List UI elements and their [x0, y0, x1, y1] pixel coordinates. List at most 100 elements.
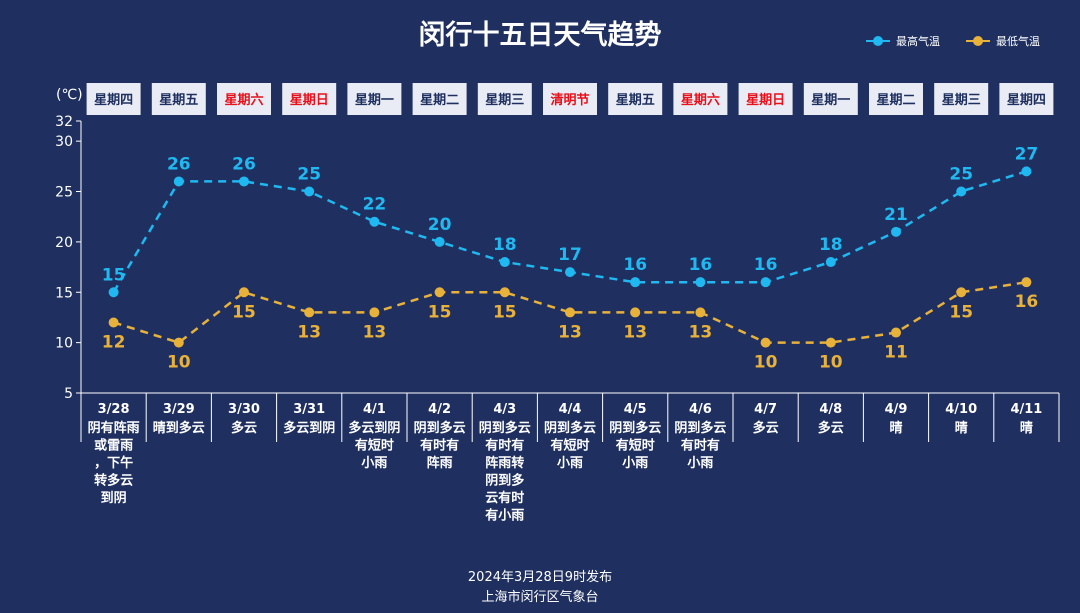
weather-description: 阵雨: [427, 455, 453, 471]
weekday-label: 星期五: [616, 93, 655, 108]
x-tick-label: 4/6: [689, 402, 712, 417]
weekday-label: 星期日: [746, 93, 785, 108]
data-label-0: 20: [428, 215, 452, 235]
y-tick-label: 25: [55, 185, 73, 201]
weather-description: 阴有阵雨: [88, 420, 140, 436]
data-point-1: [434, 287, 445, 298]
data-point-1: [956, 287, 967, 298]
x-tick-label: 4/5: [624, 402, 647, 417]
weekday-box: [673, 83, 728, 115]
x-tick-label: 3/29: [163, 402, 195, 417]
data-label-0: 18: [493, 235, 517, 255]
data-point-1: [304, 307, 315, 318]
data-point-1: [173, 337, 184, 348]
chart-title: 闵行十五日天气趋势: [419, 19, 662, 51]
weather-description: 云有时: [485, 490, 524, 506]
weekday-box: [86, 83, 141, 115]
weekday-label: 清明节: [550, 92, 589, 108]
data-label-1: 13: [558, 322, 582, 342]
data-label-1: 10: [754, 353, 778, 373]
publish-time: 2024年3月28日9时发布: [467, 570, 613, 585]
weekday-box: [477, 83, 532, 115]
data-label-0: 15: [102, 265, 126, 285]
weekday-label: 星期日: [290, 93, 329, 108]
data-point-1: [760, 337, 771, 348]
y-tick-label: 15: [55, 285, 73, 301]
weather-description: 多云: [753, 420, 779, 436]
data-label-0: 22: [363, 195, 387, 215]
weather-description: 多云到阴: [348, 420, 400, 436]
chart-svg: 闵行十五日天气趋势 最高气温 最低气温 (℃) 星期四 星期五 星期六 星期日 星期一 星期二 星期…: [55, 19, 1060, 524]
weekday-box: [869, 83, 923, 115]
weather-description: 小雨: [622, 456, 648, 471]
weather-description: 阴到多云: [479, 420, 531, 436]
weekday-box: [217, 83, 271, 115]
data-point-0: [304, 186, 315, 197]
weather-description: 阴到多云: [544, 420, 596, 436]
weather-description: 多云: [818, 420, 844, 436]
data-label-0: 18: [819, 235, 843, 255]
weekday-label: 星期六: [224, 92, 263, 108]
weekday-label: 星期一: [355, 93, 394, 108]
weekday-label: 星期三: [942, 93, 981, 108]
x-tick-label: 4/9: [885, 402, 908, 417]
y-tick-label: 10: [55, 336, 73, 352]
weather-description: 多云到阴: [283, 420, 335, 436]
weather-description: 小雨: [557, 456, 583, 471]
weekday-box: [347, 83, 402, 115]
data-point-0: [630, 277, 641, 288]
weather-description: 晴: [1020, 420, 1033, 436]
data-label-1: 13: [623, 322, 647, 342]
x-tick-label: 4/3: [493, 402, 516, 417]
x-tick-label: 4/10: [945, 402, 977, 417]
weather-description: 或雷雨: [94, 438, 133, 454]
data-point-1: [499, 287, 510, 298]
weather-description: 到阴: [101, 491, 127, 506]
data-label-0: 25: [297, 165, 321, 185]
data-label-0: 26: [167, 154, 191, 174]
data-label-1: 13: [689, 322, 713, 342]
data-label-0: 17: [558, 245, 582, 265]
weekday-box: [803, 83, 858, 115]
weather-description: 小雨: [361, 456, 387, 471]
data-point-0: [891, 226, 901, 237]
weekday-box: [934, 83, 989, 115]
y-tick-label: 32: [55, 114, 73, 130]
y-tick-label: 20: [55, 235, 73, 251]
series-line-1: [113, 280, 1027, 344]
weekday-box: [151, 83, 206, 115]
data-label-0: 27: [1015, 144, 1039, 164]
data-point-0: [499, 257, 510, 268]
weekday-box: [412, 83, 467, 115]
data-label-1: 15: [232, 302, 256, 322]
data-label-0: 16: [689, 255, 713, 275]
weekday-label: 星期五: [159, 93, 198, 108]
data-label-1: 15: [949, 302, 973, 322]
data-point-0: [956, 186, 967, 197]
weather-description: 小雨: [687, 456, 713, 471]
data-point-1: [108, 317, 119, 328]
data-label-1: 11: [884, 343, 908, 363]
legend-label-0: 最高气温: [896, 34, 940, 48]
x-tick-label: 4/2: [428, 402, 451, 417]
data-point-1: [695, 307, 706, 318]
data-point-0: [239, 176, 249, 187]
weather-description: 有短时: [550, 438, 589, 454]
data-point-1: [239, 287, 249, 298]
data-label-0: 26: [232, 154, 256, 174]
weekday-label: 星期二: [876, 93, 915, 108]
weekday-box: [999, 83, 1054, 115]
weekday-box: [543, 83, 597, 115]
weather-description: 有小雨: [485, 508, 524, 524]
weekday-label: 星期三: [485, 93, 524, 108]
legend-marker-1: [973, 36, 983, 46]
weather-description: 阴到多云: [609, 420, 661, 436]
data-label-0: 25: [949, 165, 973, 185]
data-point-0: [825, 257, 836, 268]
x-tick-label: 3/31: [293, 402, 325, 417]
data-label-1: 13: [363, 322, 387, 342]
data-label-1: 13: [297, 322, 321, 342]
data-point-0: [695, 277, 706, 288]
weather-description: 有时有: [485, 438, 524, 454]
weekday-label: 星期二: [420, 93, 459, 108]
